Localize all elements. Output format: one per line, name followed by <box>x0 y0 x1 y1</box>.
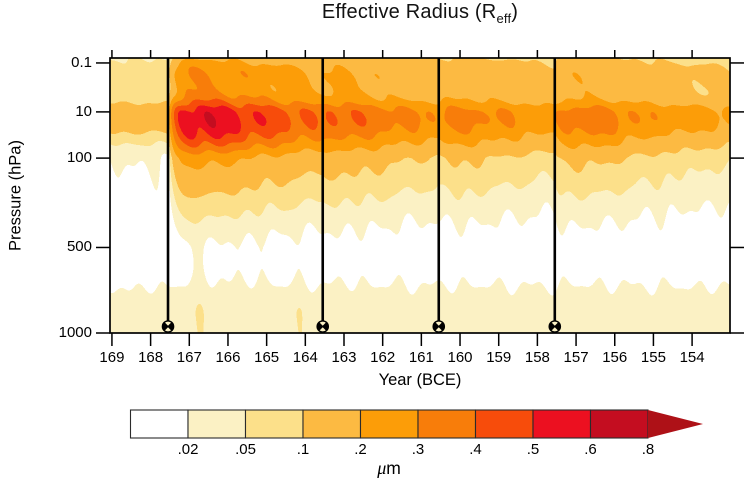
x-axis-label: Year (BCE) <box>378 371 462 389</box>
colorbar-tick-label: .2 <box>354 441 367 458</box>
x-tick-label: 162 <box>370 349 396 366</box>
colorbar-tick-label: .8 <box>641 441 655 458</box>
x-tick-label: 165 <box>254 349 280 366</box>
colorbar-tick-label: .6 <box>584 441 597 458</box>
x-tick-label: 160 <box>447 349 473 366</box>
colorbar-segment <box>474 409 534 439</box>
colorbar-segment <box>244 409 304 439</box>
chart-title-main: Effective Radius (R <box>321 1 497 23</box>
plot-area <box>110 58 730 333</box>
colorbar-segment <box>302 409 362 439</box>
x-tick-label: 159 <box>486 349 512 366</box>
colorbar-tick-label: .05 <box>235 441 256 458</box>
colorbar-segment <box>417 409 477 439</box>
colorbar-segment <box>129 409 189 439</box>
colorbar-segment <box>187 409 247 439</box>
y-tick-label: 100 <box>66 149 92 167</box>
unit-m: m <box>386 458 401 478</box>
x-tick-label: 155 <box>640 349 666 366</box>
colorbar-segment <box>532 409 592 439</box>
x-tick-label: 167 <box>176 349 202 366</box>
x-tick-label: 166 <box>215 349 241 366</box>
colorbar-segment <box>589 409 649 439</box>
x-tick-label: 164 <box>292 349 318 366</box>
x-tick-label: 157 <box>563 349 589 366</box>
x-tick-label: 158 <box>524 349 550 366</box>
mu-symbol: μ <box>377 458 387 478</box>
chart-title-end: ) <box>511 1 519 23</box>
colorbar-arrow <box>648 410 703 438</box>
y-tick-label: 1000 <box>58 324 92 341</box>
colorbar-tick-label: .3 <box>411 441 425 458</box>
chart-title-subscript: eff <box>496 11 512 26</box>
x-tick-label: 163 <box>331 349 357 366</box>
colorbar-tick-label: .4 <box>469 441 482 458</box>
colorbar-segment <box>359 409 419 439</box>
chart-title: Effective Radius (Reff) <box>110 1 730 26</box>
colorbar-tick-label: .02 <box>177 441 199 458</box>
colorbar-unit-label: μm <box>130 458 648 479</box>
colorbar-tick-label: .1 <box>296 441 310 458</box>
x-tick-label: 161 <box>408 349 434 366</box>
x-tick-label: 156 <box>602 349 628 366</box>
y-tick-label: 0.1 <box>71 53 92 71</box>
y-tick-label: 500 <box>66 238 92 256</box>
x-tick-label: 168 <box>138 349 164 366</box>
colorbar-tick-label: .5 <box>526 441 540 458</box>
y-axis-label: Pressure (hPa) <box>6 140 25 251</box>
y-tick-label: 10 <box>75 102 92 120</box>
x-tick-label: 169 <box>99 349 125 366</box>
x-tick-label: 154 <box>679 349 705 366</box>
contour-plot-canvas <box>110 58 730 333</box>
